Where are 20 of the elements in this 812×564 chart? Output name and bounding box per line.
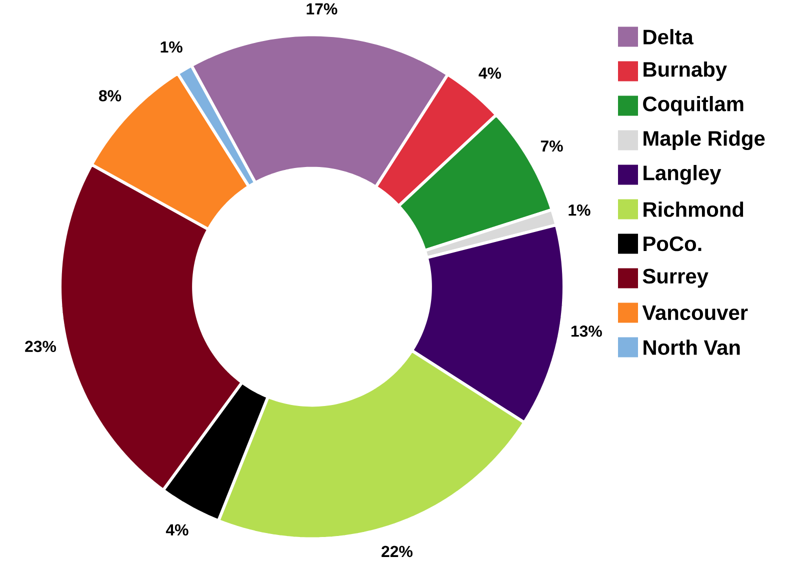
- data-label: 4%: [166, 524, 188, 536]
- data-label: 7%: [540, 140, 563, 152]
- legend-label: Vancouver: [642, 306, 748, 320]
- legend-label: Burnaby: [644, 62, 727, 82]
- legend-label: Surrey: [642, 268, 708, 288]
- data-label: 13%: [571, 326, 602, 337]
- legend-label: Langley: [644, 165, 722, 185]
- legend-label: Coquitlam: [643, 96, 744, 116]
- legend-label: Delta: [644, 29, 694, 45]
- data-label: 4%: [478, 68, 502, 79]
- data-label: 22%: [382, 546, 413, 558]
- legend-label: Richmond: [644, 202, 744, 218]
- data-label: 17%: [306, 3, 338, 15]
- legend-label: PoCo.: [644, 236, 702, 252]
- data-label: 1%: [568, 204, 590, 216]
- data-label: 8%: [98, 90, 122, 102]
- data-label: 1%: [160, 41, 182, 53]
- legend-label: North Van: [644, 340, 740, 356]
- legend-label: Maple Ridge: [644, 130, 765, 150]
- data-label: 23%: [25, 340, 56, 352]
